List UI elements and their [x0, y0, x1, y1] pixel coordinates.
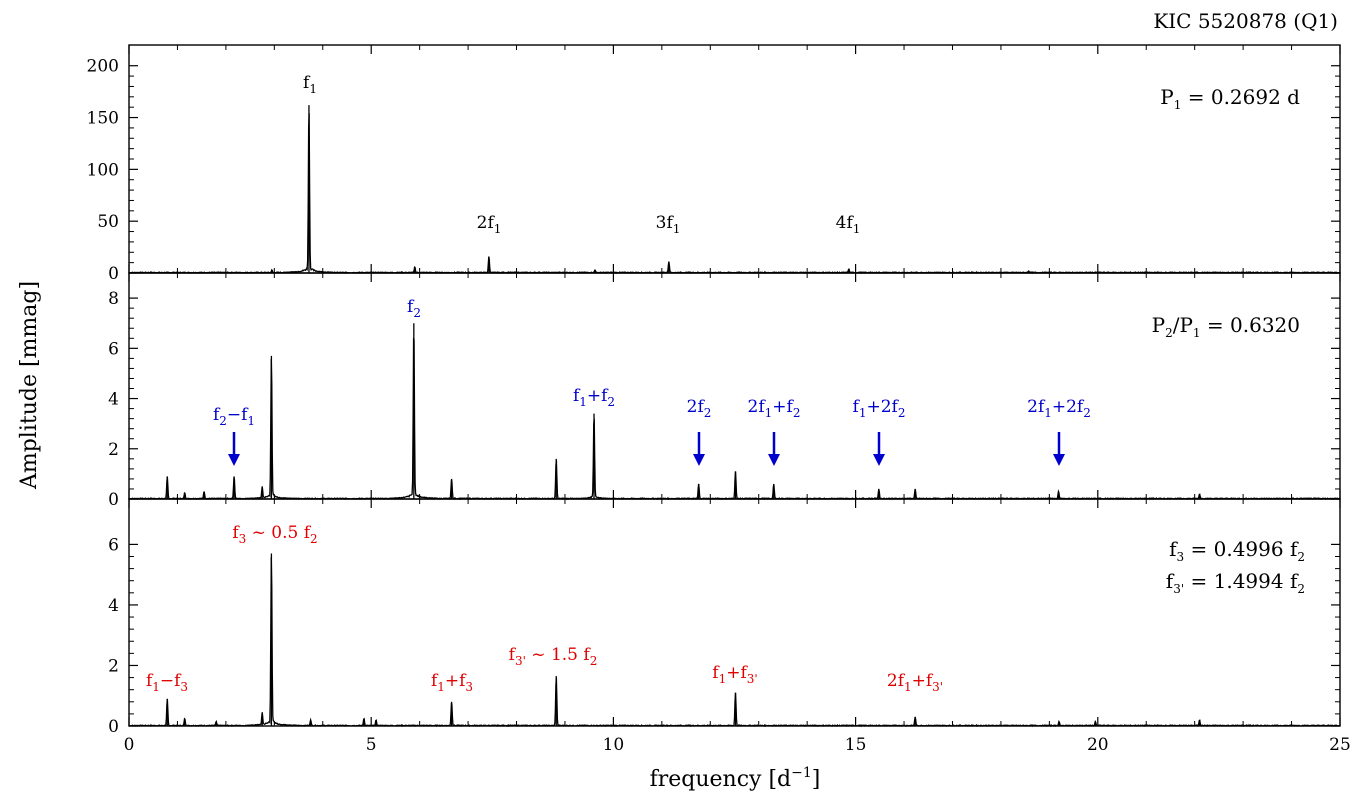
- arrowhead-2f1-plus-2f2: [1053, 454, 1065, 466]
- panel-top: 0 50 100 150 200 P1 = 0.2692 d f1 2f1 3f1 4f…: [87, 44, 1341, 284]
- bottom-plot-frame: [128, 498, 1341, 727]
- top-spectrum-trace: [128, 113, 1341, 275]
- bottom-label-f1-plus-f3prime: f1+f3': [712, 663, 757, 686]
- x-axis-title-close: ]: [812, 767, 821, 792]
- arrowhead-2f2: [693, 454, 705, 466]
- bottom-spectrum-trace: [128, 557, 1341, 728]
- bottom-label-f3: f3 ~ 0.5 f2: [232, 523, 317, 546]
- middle-arrows: [228, 432, 1065, 466]
- bottom-y-tick-label-2: 2: [108, 656, 119, 676]
- middle-label-f2-minus-f1: f2−f1: [213, 405, 255, 428]
- middle-y-tick-label-6: 6: [108, 339, 119, 359]
- middle-label-2f1-plus-2f2: 2f1+2f2: [1027, 397, 1091, 420]
- middle-label-2f2: 2f2: [687, 397, 712, 420]
- top-ticks: 0 50 100 150 200: [87, 45, 1341, 284]
- middle-peak-marks: [166, 323, 1201, 499]
- top-peak-marks: [271, 105, 1030, 273]
- top-label-f1: f1: [303, 73, 317, 96]
- top-y-tick-label-50: 50: [97, 212, 119, 232]
- y-axis-title: Amplitude [mmag]: [17, 281, 42, 490]
- x-tick-label-15: 15: [845, 735, 867, 755]
- top-label-4f1: 4f1: [836, 213, 861, 236]
- top-y-tick-label-0: 0: [108, 264, 119, 284]
- panel-bottom: 0 5 10 15 20 25 0 2 4 6 f3 = 0.4996 f2 f3' = 1.49…: [108, 498, 1351, 755]
- middle-label-f2: f2: [407, 297, 421, 320]
- middle-info-ratio: P2/P1 = 0.6320: [1152, 313, 1300, 340]
- bottom-info-f3: f3 = 0.4996 f2: [1169, 537, 1305, 564]
- bottom-y-tick-label-4: 4: [108, 596, 119, 616]
- arrowhead-2f1-plus-f2: [768, 454, 780, 466]
- bottom-label-f3prime: f3' ~ 1.5 f2: [509, 645, 598, 668]
- bottom-y-tick-label-6: 6: [108, 535, 119, 555]
- x-tick-label-10: 10: [603, 735, 625, 755]
- top-label-2f1: 2f1: [477, 213, 502, 236]
- top-info-p1: P1 = 0.2692 d: [1160, 85, 1300, 112]
- top-label-3f1: 3f1: [656, 213, 681, 236]
- middle-label-2f1-plus-f2: 2f1+f2: [748, 397, 801, 420]
- arrowhead-f1-plus-2f2: [873, 454, 885, 466]
- middle-plot-frame: [128, 272, 1341, 500]
- x-axis-title: frequency [d−1]: [650, 765, 821, 792]
- arrowhead-f2-minus-f1: [228, 454, 240, 466]
- bottom-label-2f1-plus-f3prime: 2f1+f3': [887, 671, 943, 694]
- bottom-ticks: 0 5 10 15 20 25 0 2 4 6: [108, 499, 1351, 755]
- middle-y-tick-label-2: 2: [108, 440, 119, 460]
- bottom-peak-marks: [166, 553, 1201, 726]
- top-y-tick-label-200: 200: [87, 57, 119, 77]
- bottom-info-f3prime: f3' = 1.4994 f2: [1166, 569, 1305, 596]
- middle-label-f1-plus-f2: f1+f2: [573, 386, 615, 409]
- bottom-y-tick-label-0: 0: [108, 717, 119, 737]
- x-axis-title-main: frequency [d: [650, 767, 792, 792]
- middle-spectrum-trace: [128, 337, 1341, 501]
- middle-label-f1-plus-2f2: f1+2f2: [853, 397, 906, 420]
- top-y-tick-label-100: 100: [87, 160, 119, 180]
- x-tick-label-0: 0: [124, 735, 135, 755]
- middle-y-tick-label-0: 0: [108, 490, 119, 510]
- bottom-label-f1-plus-f3: f1+f3: [431, 671, 473, 694]
- figure-title: KIC 5520878 (Q1): [1153, 9, 1338, 33]
- middle-y-tick-label-8: 8: [108, 289, 119, 309]
- middle-y-tick-label-4: 4: [108, 390, 119, 410]
- x-axis-title-superscript: −1: [791, 765, 812, 781]
- x-tick-label-25: 25: [1329, 735, 1351, 755]
- x-tick-label-5: 5: [366, 735, 377, 755]
- x-tick-label-20: 20: [1087, 735, 1109, 755]
- top-y-tick-label-150: 150: [87, 109, 119, 129]
- bottom-label-f1-minus-f3: f1−f3: [146, 671, 188, 694]
- middle-ticks: 0 2 4 6 8: [108, 273, 1341, 510]
